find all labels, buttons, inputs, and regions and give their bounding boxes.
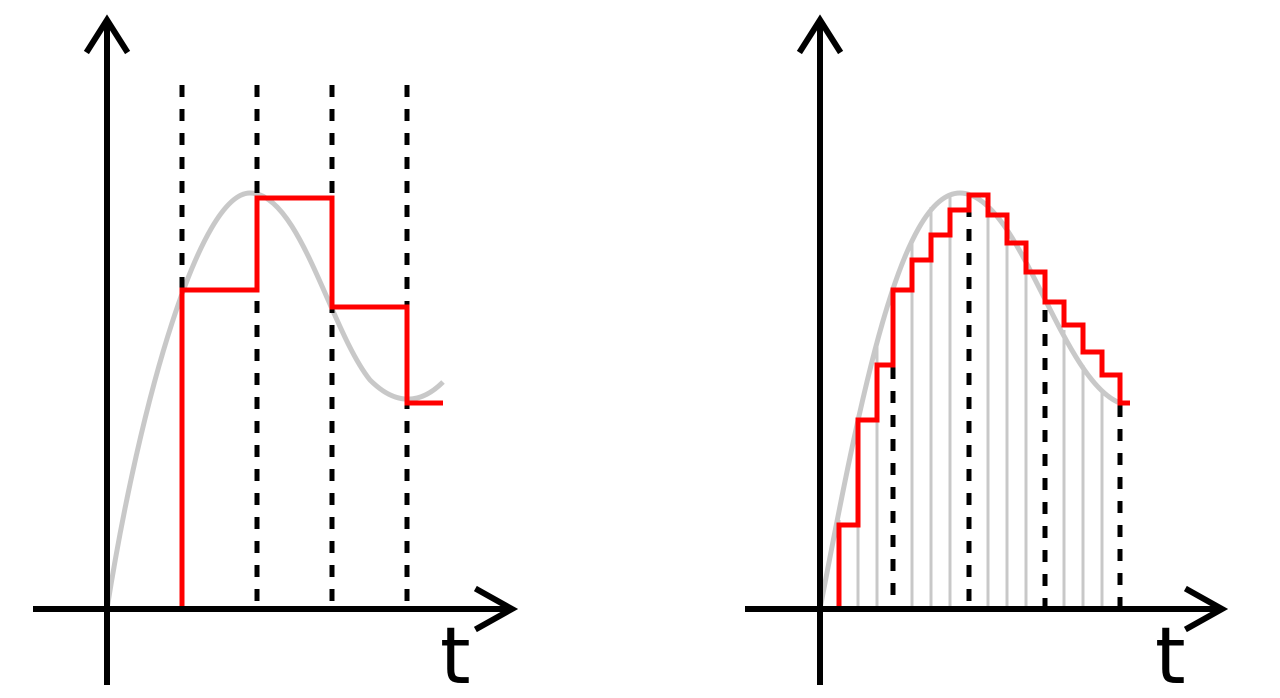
signal-curve bbox=[817, 190, 1122, 610]
fine-sample-lines bbox=[837, 195, 1104, 609]
y-arrow bbox=[83, 14, 131, 55]
panel-left: t bbox=[33, 14, 519, 698]
held-signal bbox=[820, 192, 1130, 612]
held-signal bbox=[107, 195, 443, 612]
axis-label: t bbox=[440, 612, 471, 698]
panel-right: t bbox=[745, 14, 1229, 698]
y-arrow bbox=[796, 14, 844, 55]
x-arrow bbox=[1183, 585, 1229, 633]
signal-curve bbox=[104, 190, 445, 610]
sample-lines bbox=[179, 85, 410, 609]
x-arrow bbox=[473, 585, 519, 633]
axis-label: t bbox=[1155, 612, 1186, 698]
